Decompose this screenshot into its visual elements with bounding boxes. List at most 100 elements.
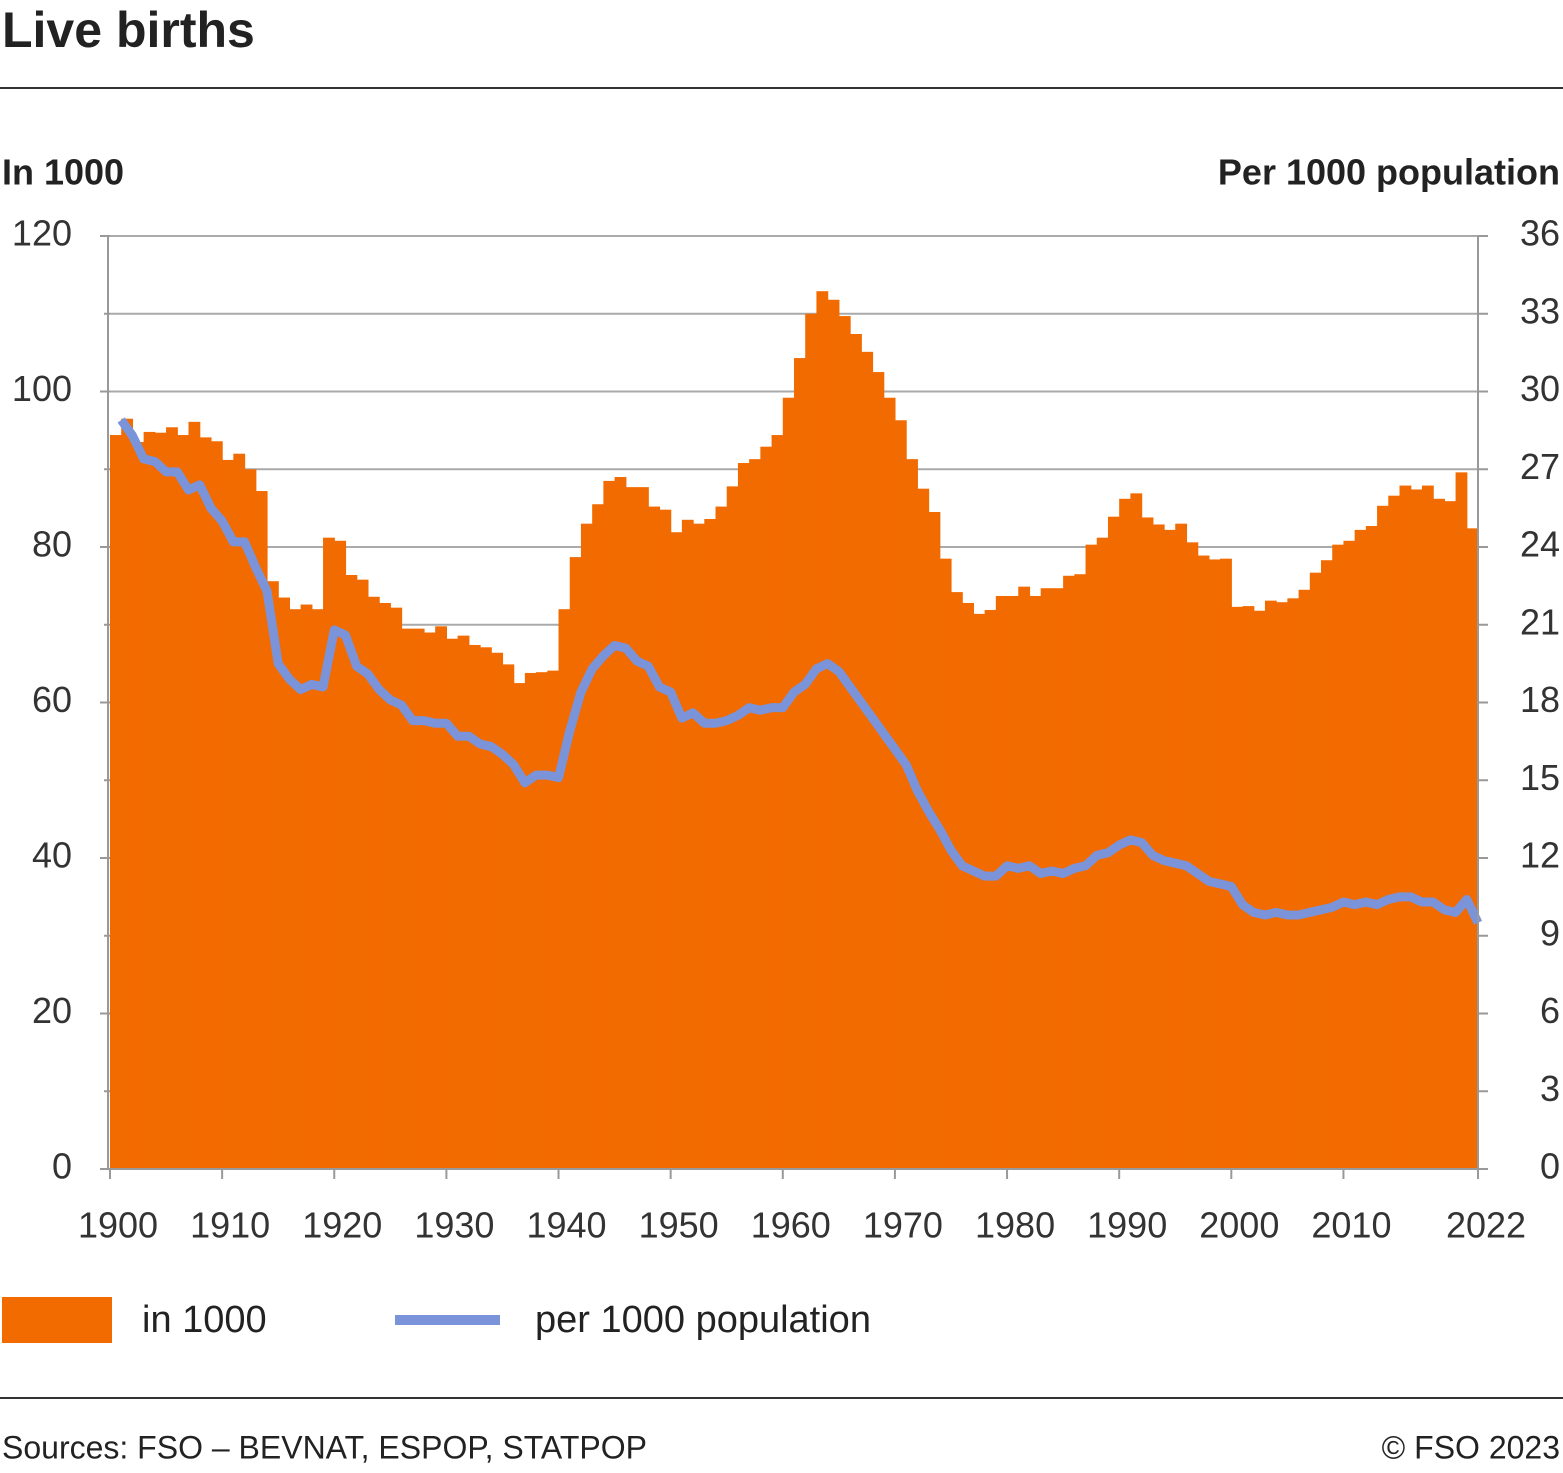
bar — [110, 435, 122, 1169]
bar — [334, 540, 347, 1169]
axes: 0204060801001200369121518212427303336190… — [12, 213, 1560, 1246]
bar — [1444, 501, 1457, 1169]
bar — [1164, 529, 1176, 1169]
legend-swatch — [2, 1297, 112, 1343]
bar — [143, 431, 156, 1169]
y2-tick-label: 18 — [1520, 679, 1560, 720]
bar — [782, 397, 795, 1170]
y-tick-label: 120 — [12, 213, 72, 254]
x-tick-label: 2022 — [1446, 1205, 1526, 1246]
bar — [1051, 588, 1064, 1169]
bar — [917, 488, 930, 1169]
y2-tick-label: 6 — [1540, 990, 1560, 1031]
bar — [939, 558, 952, 1169]
y2-tick-label: 24 — [1520, 524, 1560, 565]
bar — [457, 635, 470, 1169]
bar — [816, 291, 829, 1169]
bar — [423, 632, 436, 1169]
bar — [760, 446, 773, 1169]
y-tick-label: 20 — [32, 990, 72, 1031]
bar — [1455, 472, 1468, 1169]
y-tick-label: 0 — [52, 1146, 72, 1187]
copyright: © FSO 2023 — [1382, 1429, 1560, 1465]
bar — [681, 519, 694, 1169]
bar — [1119, 498, 1131, 1169]
bar — [1433, 498, 1445, 1169]
bar — [558, 609, 571, 1169]
bar — [1410, 489, 1423, 1170]
bar — [861, 351, 874, 1169]
y2-tick-label: 3 — [1540, 1068, 1560, 1109]
x-tick-label: 1900 — [78, 1205, 158, 1246]
bar — [177, 435, 190, 1169]
bar — [401, 628, 414, 1169]
bar — [1197, 555, 1210, 1169]
bar — [132, 442, 145, 1170]
y2-tick-label: 30 — [1520, 368, 1560, 409]
y-tick-label: 100 — [12, 368, 72, 409]
source: Sources: FSO – BEVNAT, ESPOP, STATPOP — [2, 1429, 647, 1465]
bar — [1298, 589, 1311, 1169]
bar — [468, 644, 481, 1169]
bar — [872, 372, 885, 1169]
y2-tick-label: 15 — [1520, 757, 1560, 798]
bar — [928, 512, 941, 1169]
bar — [502, 664, 515, 1169]
bar — [625, 487, 638, 1169]
bar — [1421, 485, 1434, 1169]
bar — [838, 316, 851, 1169]
x-tick-label: 1960 — [751, 1205, 831, 1246]
bar — [648, 506, 661, 1169]
x-tick-label: 1990 — [1087, 1205, 1167, 1246]
x-tick-label: 1910 — [190, 1205, 270, 1246]
y2-axis-title: Per 1000 population — [1218, 152, 1560, 193]
y-tick-label: 60 — [32, 679, 72, 720]
x-tick-label: 1920 — [302, 1205, 382, 1246]
y-axis-title: In 1000 — [2, 152, 124, 193]
bar — [188, 421, 201, 1169]
bar — [278, 597, 291, 1169]
bar — [771, 435, 784, 1169]
bar — [1264, 600, 1277, 1169]
bar — [480, 647, 492, 1169]
bar — [894, 420, 907, 1170]
bar — [1332, 544, 1345, 1169]
bar — [883, 397, 896, 1170]
bar — [491, 652, 504, 1169]
y-tick-label: 40 — [32, 835, 72, 876]
bar — [345, 574, 358, 1169]
bar — [670, 532, 683, 1169]
bar — [749, 459, 761, 1170]
bar — [1242, 606, 1255, 1169]
y2-tick-label: 12 — [1520, 835, 1560, 876]
y2-tick-label: 9 — [1540, 912, 1560, 953]
bar — [850, 333, 862, 1170]
bar — [1130, 493, 1143, 1169]
bar — [1466, 528, 1479, 1169]
bar — [715, 506, 728, 1169]
bar — [166, 427, 178, 1169]
bar — [1343, 540, 1356, 1169]
bar — [1220, 558, 1232, 1169]
bar — [1208, 559, 1221, 1169]
bar — [592, 504, 604, 1169]
bar — [1152, 524, 1165, 1169]
chart-title: Live births — [2, 2, 255, 58]
y-tick-label: 80 — [32, 524, 72, 565]
legend-label: in 1000 — [142, 1299, 267, 1341]
bar — [962, 602, 975, 1169]
bar — [323, 537, 335, 1169]
bar — [1321, 560, 1333, 1169]
bar — [1253, 610, 1266, 1169]
bar — [513, 683, 526, 1169]
x-tick-label: 1940 — [526, 1205, 606, 1246]
bar — [547, 670, 560, 1169]
bar — [1029, 595, 1042, 1169]
x-tick-label: 1970 — [863, 1205, 943, 1246]
bar — [1354, 529, 1367, 1169]
bar — [379, 602, 391, 1169]
bar — [311, 609, 324, 1169]
bar — [1365, 526, 1378, 1169]
bar — [255, 491, 268, 1169]
bar — [524, 672, 537, 1169]
